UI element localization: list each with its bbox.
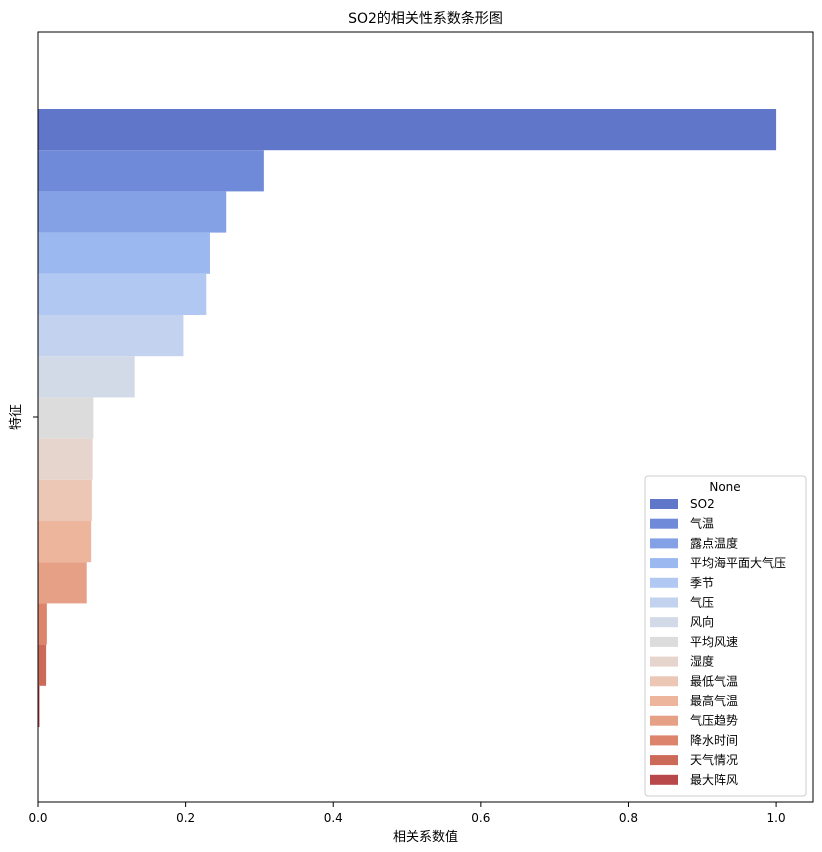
legend-swatch: [650, 636, 678, 647]
bar-12: [38, 562, 87, 604]
legend-label: 气压: [690, 595, 714, 610]
x-axis-label: 相关系数值: [393, 829, 458, 845]
legend-swatch: [650, 774, 678, 785]
bar-14: [38, 644, 47, 686]
legend-swatch: [650, 735, 678, 746]
x-tick-label: 0.6: [471, 811, 490, 825]
legend-swatch: [650, 499, 678, 509]
bar-4: [38, 232, 210, 274]
legend-label: 最大阵风: [690, 773, 738, 787]
legend-swatch: [650, 755, 678, 766]
legend-label: 露点温度: [690, 535, 738, 550]
legend-swatch: [650, 577, 678, 588]
bar-5: [38, 273, 207, 315]
x-tick-label: 0.4: [324, 811, 343, 825]
legend-swatch: [650, 558, 678, 569]
x-tick-label: 0.2: [176, 811, 195, 825]
legend-swatch: [650, 518, 678, 529]
chart-title: SO2的相关性系数条形图: [348, 10, 503, 27]
legend-box: [644, 475, 807, 797]
legend-label: 气压趋势: [690, 713, 738, 728]
legend-label: 最高气温: [690, 693, 738, 708]
legend-swatch: [650, 696, 678, 706]
bar-group: [38, 109, 777, 727]
bar-10: [38, 479, 92, 521]
x-tick-label: 1.0: [767, 811, 786, 825]
x-tick-label: 0.0: [28, 811, 47, 825]
legend-label: 气温: [690, 516, 714, 531]
legend-swatch: [650, 676, 678, 687]
bar-2: [38, 150, 264, 192]
bar-3: [38, 191, 227, 233]
bar-7: [38, 356, 135, 398]
legend-label: 平均海平面大气压: [690, 555, 786, 570]
legend: None SO2 气温露点温度平均海平面大气压季节气压风向平均风速湿度最低气温最高…: [644, 475, 807, 797]
bar-8: [38, 397, 94, 439]
legend-swatch: [650, 715, 678, 726]
legend-label: 平均风速: [690, 635, 738, 649]
legend-label: 风向: [690, 614, 714, 629]
legend-title: None: [709, 480, 740, 494]
legend-swatch: [650, 617, 678, 628]
bar-1: [38, 109, 777, 151]
legend-label: SO2: [690, 497, 715, 511]
bar-11: [38, 521, 92, 563]
legend-items: SO2 气温露点温度平均海平面大气压季节气压风向平均风速湿度最低气温最高气温气压趋…: [650, 497, 786, 787]
legend-label: 季节: [690, 576, 714, 590]
bar-9: [38, 438, 93, 480]
x-axis-ticks: 0.0 0.2 0.4 0.6 0.8 1.0: [28, 802, 786, 825]
y-axis-label: 特征: [9, 404, 24, 430]
legend-label: 最低气温: [690, 673, 738, 688]
legend-label: 降水时间: [690, 733, 738, 747]
bar-13: [38, 603, 47, 645]
bar-15: [38, 685, 40, 727]
legend-label: 天气情况: [690, 752, 738, 767]
bar-6: [38, 315, 184, 357]
legend-swatch: [650, 597, 678, 608]
x-tick-label: 0.8: [619, 811, 638, 825]
legend-label: 湿度: [690, 654, 714, 669]
legend-swatch: [650, 656, 678, 667]
legend-swatch: [650, 538, 678, 549]
